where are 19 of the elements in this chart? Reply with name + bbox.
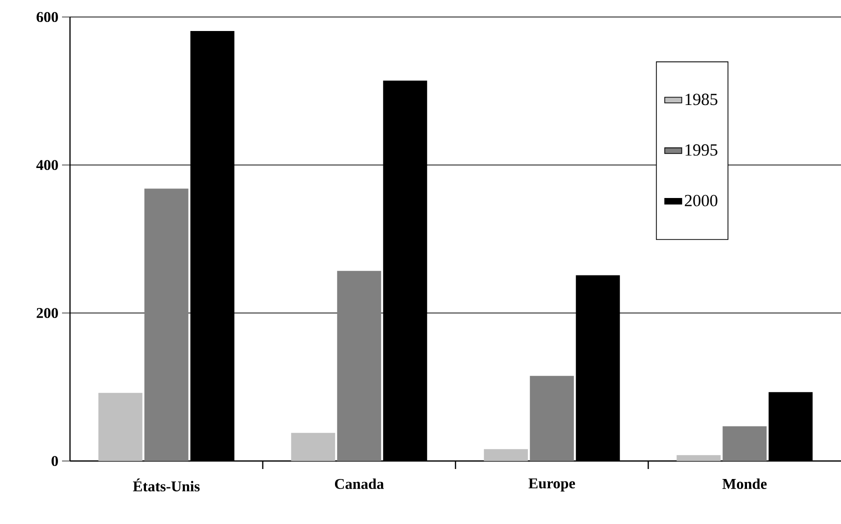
y-tick-label: 600	[36, 12, 58, 22]
y-tick-label: 200	[36, 308, 58, 318]
legend-label: 2000	[684, 194, 718, 206]
x-tick-label: États-Unis	[133, 478, 200, 492]
y-tick-label: 400	[36, 160, 58, 170]
bar	[291, 432, 336, 461]
bar	[484, 449, 528, 461]
x-tick-label: Canada	[334, 478, 384, 489]
bar	[98, 392, 142, 461]
bar	[722, 426, 767, 461]
x-tick-label: Monde	[722, 478, 767, 489]
legend-label: 1995	[686, 144, 718, 156]
bar	[676, 455, 721, 461]
y-tick-label: 0	[52, 456, 58, 466]
x-tick-label: Europe	[528, 478, 576, 492]
bar	[144, 188, 188, 461]
bar	[530, 376, 574, 461]
legend-label: 1985	[686, 94, 718, 106]
bar	[337, 270, 382, 461]
